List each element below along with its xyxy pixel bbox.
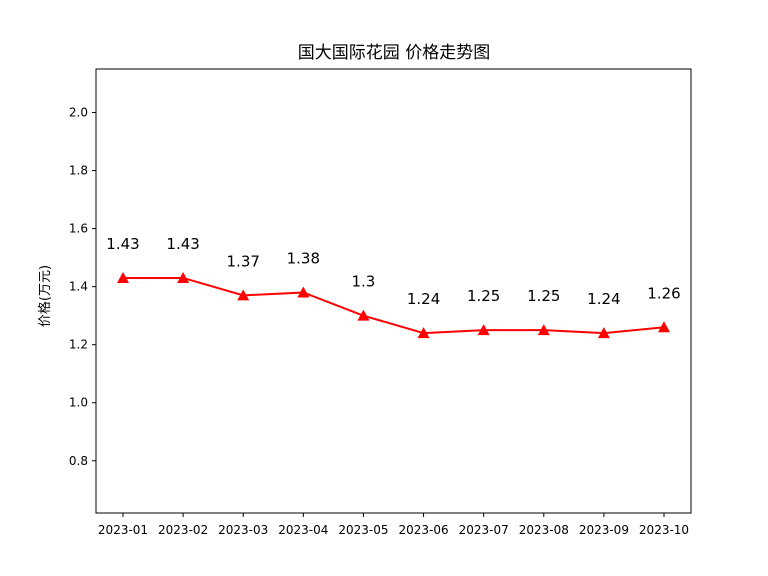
x-tick-label: 2023-05: [338, 523, 388, 537]
y-tick-label: 2.0: [69, 106, 88, 120]
x-tick-label: 2023-09: [579, 523, 629, 537]
plot-frame: [95, 68, 692, 514]
y-tick-label: 0.8: [69, 454, 88, 468]
data-label: 1.43: [166, 235, 199, 253]
plot-area: 0.8 1.0 1.2 1.4 1.6 1.8 2.0 2023-01 2023-02 2023-…: [69, 68, 692, 537]
data-label: 1.25: [467, 287, 500, 305]
x-tick-label: 2023-04: [278, 523, 328, 537]
x-tick-label: 2023-10: [639, 523, 689, 537]
data-point-marker: [537, 324, 550, 336]
data-point-marker: [597, 327, 610, 339]
x-tick-label: 2023-03: [218, 523, 268, 537]
data-label: 1.24: [587, 290, 620, 308]
data-label: 1.25: [527, 287, 560, 305]
data-point-marker: [117, 271, 129, 283]
data-label: 1.26: [647, 284, 680, 302]
data-label: 1.37: [227, 252, 260, 270]
data-point-marker: [177, 271, 190, 283]
data-point-marker: [477, 324, 490, 336]
y-tick-label: 1.0: [69, 396, 88, 410]
x-tick-label: 2023-06: [398, 523, 448, 537]
data-label: 1.38: [287, 249, 320, 267]
data-label: 1.3: [352, 273, 376, 291]
y-tick-label: 1.6: [69, 222, 88, 236]
data-point-marker: [297, 286, 310, 298]
x-tick-label: 2023-07: [459, 523, 509, 537]
x-tick-label: 2023-01: [98, 523, 148, 537]
data-point-marker: [658, 321, 670, 333]
series-line: [123, 276, 665, 335]
data-point-marker: [357, 309, 370, 321]
data-point-marker: [237, 289, 250, 301]
x-tick-label: 2023-08: [519, 523, 569, 537]
y-axis-label: 价格(万元): [37, 265, 53, 327]
data-point-marker: [417, 327, 430, 339]
data-label: 1.24: [407, 290, 440, 308]
x-tick-label: 2023-02: [158, 523, 208, 537]
data-label: 1.43: [106, 235, 139, 253]
chart-title: 国大国际花园 价格走势图: [298, 43, 490, 63]
y-tick-label: 1.4: [69, 280, 88, 294]
y-tick-label: 1.8: [69, 164, 88, 178]
y-tick-label: 1.2: [69, 338, 88, 352]
